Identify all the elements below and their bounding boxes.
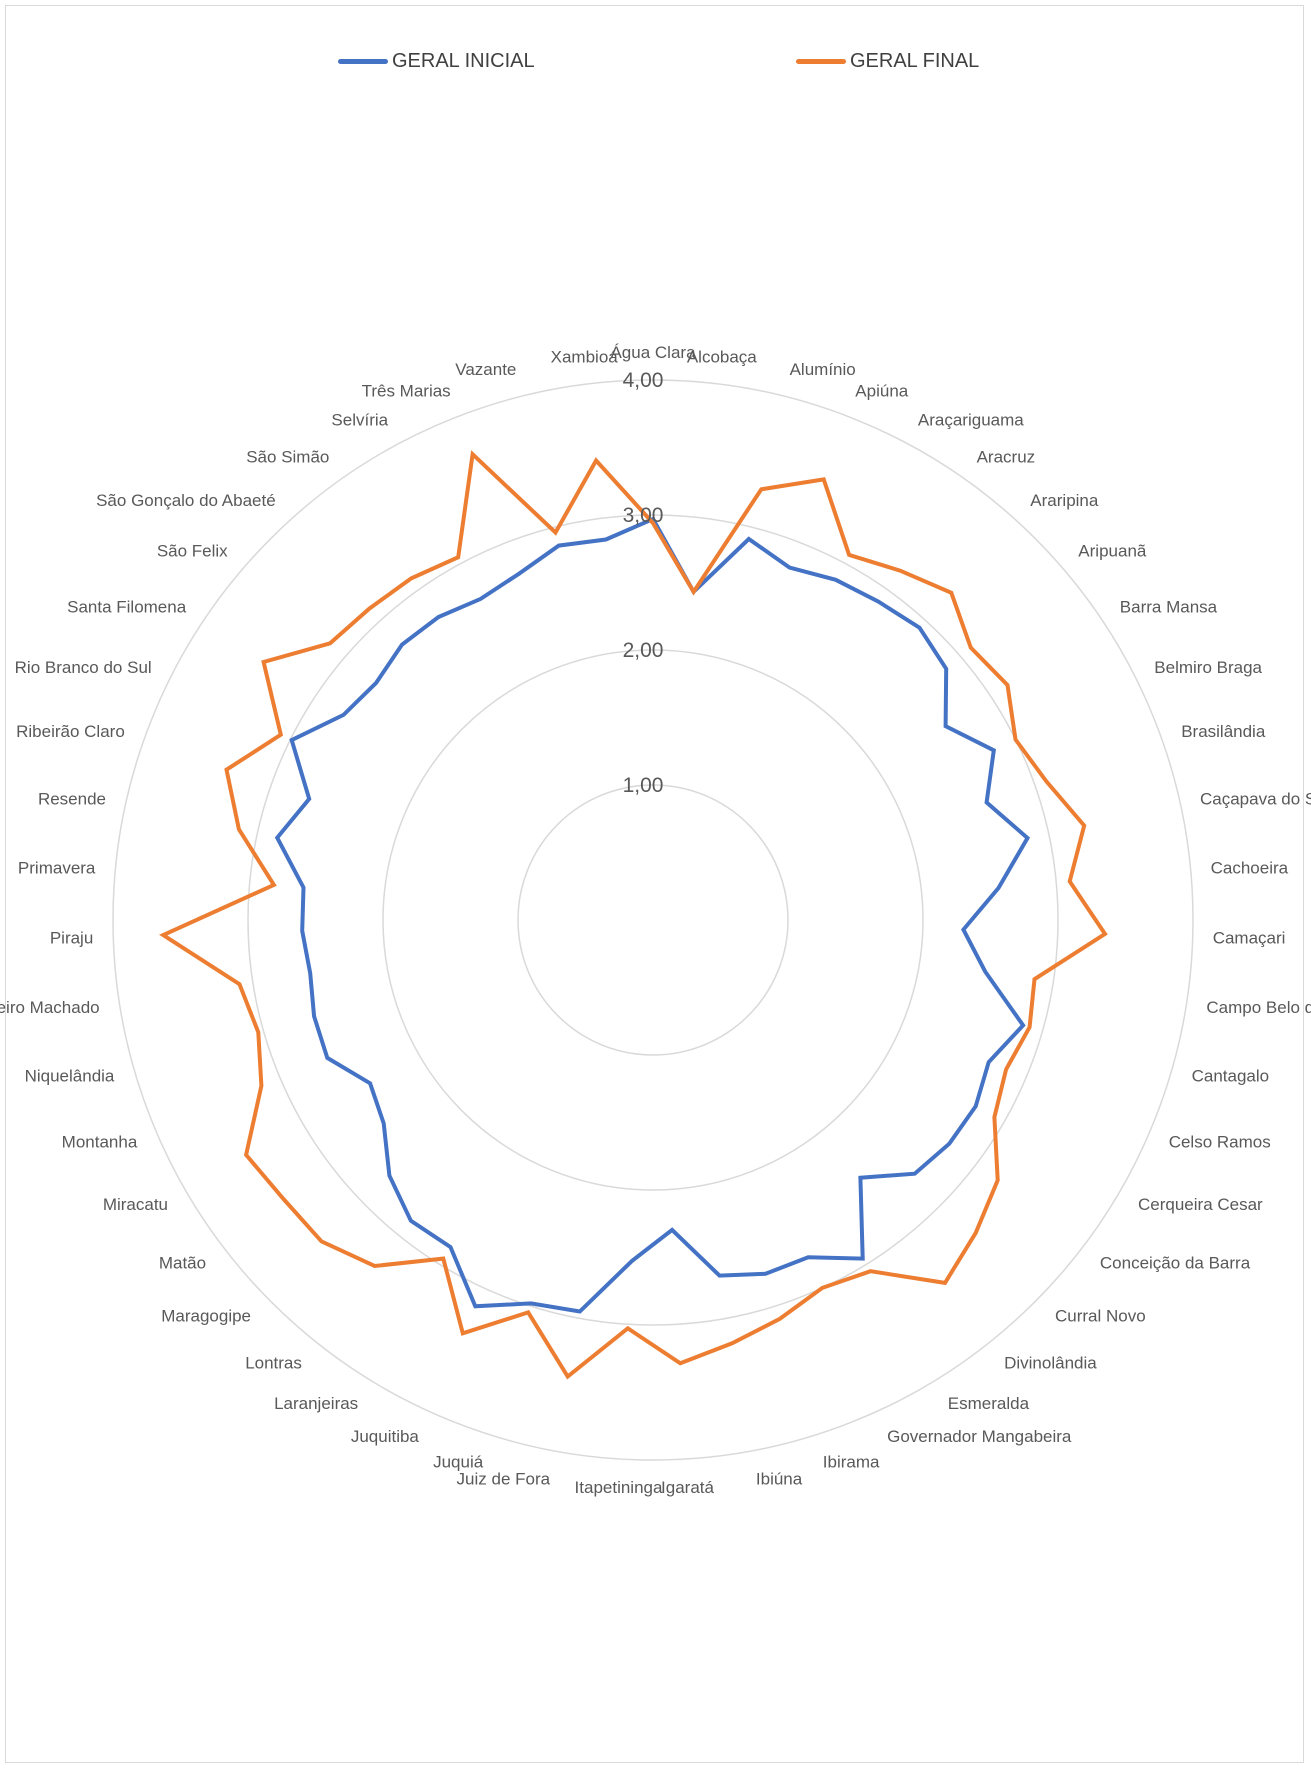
category-label: Laranjeiras xyxy=(274,1394,358,1413)
category-label: Araçariguama xyxy=(918,411,1024,430)
category-label: Piraju xyxy=(50,929,93,948)
category-label: Juquiá xyxy=(433,1452,484,1471)
category-label: Ribeirão Claro xyxy=(16,722,125,741)
category-label: Lontras xyxy=(245,1354,302,1373)
category-label: Apiúna xyxy=(855,381,908,400)
category-label: Cachoeira xyxy=(1211,859,1289,878)
category-label: Alcobaça xyxy=(687,347,757,366)
category-label: Rio Branco do Sul xyxy=(15,658,152,677)
tick-label: 3,00 xyxy=(623,504,664,527)
category-label: Aripuanã xyxy=(1078,541,1147,560)
category-label: Santa Filomena xyxy=(67,597,187,616)
category-label: Araripina xyxy=(1030,491,1099,510)
gridline-3 xyxy=(248,515,1058,1325)
category-label: Xambioá xyxy=(551,347,619,366)
tick-label: 4,00 xyxy=(623,369,664,392)
category-label: Juiz de Fora xyxy=(457,1469,551,1488)
category-label: Igaratá xyxy=(661,1478,714,1497)
category-label: Celso Ramos xyxy=(1169,1132,1271,1151)
gridline-2 xyxy=(383,650,923,1190)
category-label: Cerqueira Cesar xyxy=(1138,1195,1263,1214)
gridline-1 xyxy=(518,785,788,1055)
category-label: Conceição da Barra xyxy=(1100,1253,1251,1272)
category-label: Miracatu xyxy=(103,1195,168,1214)
tick-label: 2,00 xyxy=(623,639,664,662)
category-label: Niquelândia xyxy=(25,1066,115,1085)
category-label: São Gonçalo do Abaeté xyxy=(96,491,276,510)
category-label: Alumínio xyxy=(790,360,856,379)
category-label: Água Clara xyxy=(610,343,696,362)
category-label: Belmiro Braga xyxy=(1154,658,1262,677)
category-label: Brasilândia xyxy=(1181,722,1266,741)
category-label: Camaçari xyxy=(1213,929,1286,948)
category-label: Ibirama xyxy=(823,1452,880,1471)
category-label: Três Marias xyxy=(362,381,451,400)
category-label: Ibiúna xyxy=(756,1469,803,1488)
category-label: Cantagalo xyxy=(1192,1066,1270,1085)
tick-label: 1,00 xyxy=(623,774,664,797)
category-label: Matão xyxy=(159,1253,206,1272)
gridline-4 xyxy=(113,380,1193,1460)
category-label: Esmeralda xyxy=(948,1394,1030,1413)
category-label: Divinolândia xyxy=(1004,1354,1097,1373)
category-label: Montanha xyxy=(62,1132,138,1151)
category-label: Barra Mansa xyxy=(1120,597,1218,616)
category-label: São Felix xyxy=(157,541,228,560)
category-label: Curral Novo xyxy=(1055,1306,1146,1325)
category-label: Primavera xyxy=(18,859,96,878)
series-line-0 xyxy=(277,519,1027,1312)
category-label: Campo Belo do Sul xyxy=(1206,998,1311,1017)
category-label: Caçapava do Sul xyxy=(1200,790,1311,809)
category-label: Governador Mangabeira xyxy=(887,1427,1072,1446)
category-label: São Simão xyxy=(246,447,329,466)
category-label: Maragogipe xyxy=(161,1306,251,1325)
category-label: Itapetininga xyxy=(575,1478,663,1497)
category-label: Resende xyxy=(38,790,106,809)
category-label: Aracruz xyxy=(977,447,1036,466)
category-label: Selvíria xyxy=(331,411,388,430)
category-label: Juquitiba xyxy=(351,1427,420,1446)
category-label: Pinheiro Machado xyxy=(0,998,100,1017)
category-label: Vazante xyxy=(455,360,516,379)
